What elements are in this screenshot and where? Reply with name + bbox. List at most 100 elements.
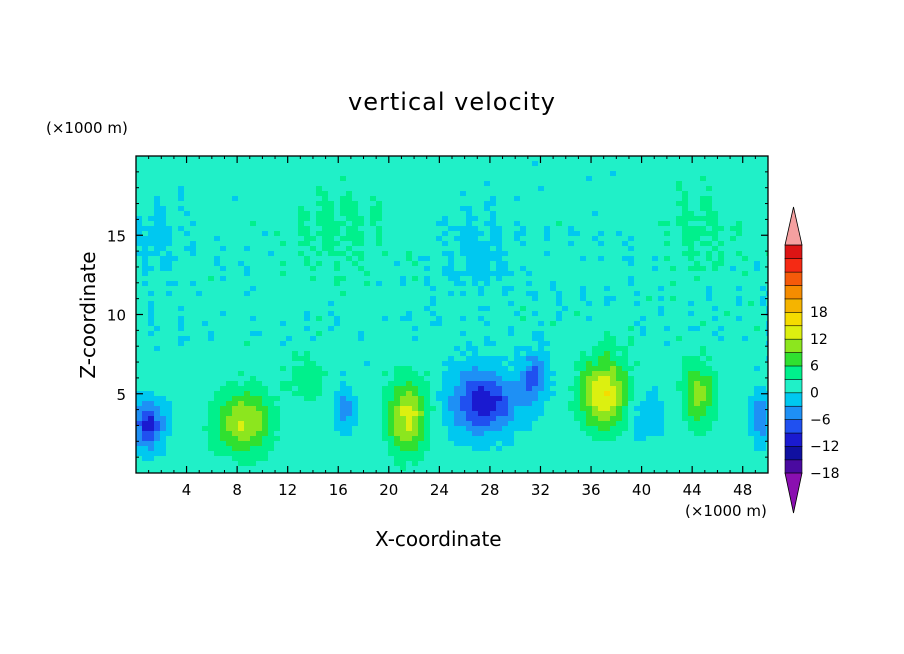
heatmap-cell: [412, 221, 419, 227]
heatmap-cell: [286, 221, 293, 227]
heatmap-cell: [262, 206, 269, 212]
heatmap-cell: [538, 296, 545, 302]
heatmap-cell: [406, 356, 413, 362]
heatmap-cell: [226, 316, 233, 322]
heatmap-cell: [610, 251, 617, 257]
heatmap-cell: [442, 316, 449, 322]
heatmap-cell: [208, 201, 215, 207]
heatmap-cell: [274, 321, 281, 327]
heatmap-cell: [424, 246, 431, 252]
heatmap-cell: [574, 161, 581, 167]
heatmap-cell: [352, 186, 359, 192]
heatmap-cell: [622, 231, 629, 237]
heatmap-cell: [352, 241, 359, 247]
heatmap-cell: [718, 316, 725, 322]
heatmap-cell: [184, 386, 191, 392]
heatmap-cell: [430, 236, 437, 242]
heatmap-cell: [178, 186, 185, 192]
heatmap-cell: [646, 231, 653, 237]
heatmap-cell: [376, 376, 383, 382]
heatmap-cell: [406, 161, 413, 167]
heatmap-cell: [514, 381, 521, 387]
heatmap-cell: [598, 296, 605, 302]
heatmap-cell: [472, 201, 479, 207]
heatmap-cell: [166, 371, 173, 377]
heatmap-cell: [388, 281, 395, 287]
heatmap-cell: [178, 341, 185, 347]
heatmap-cell: [586, 301, 593, 307]
heatmap-cell: [172, 371, 179, 377]
heatmap-cell: [520, 291, 527, 297]
heatmap-cell: [712, 201, 719, 207]
heatmap-cell: [364, 211, 371, 217]
heatmap-cell: [490, 311, 497, 317]
heatmap-cell: [676, 316, 683, 322]
heatmap-cell: [148, 266, 155, 272]
heatmap-cell: [580, 361, 587, 367]
heatmap-cell: [604, 381, 611, 387]
heatmap-cell: [646, 196, 653, 202]
heatmap-cell: [622, 201, 629, 207]
heatmap-cell: [532, 381, 539, 387]
heatmap-cell: [676, 356, 683, 362]
heatmap-cell: [184, 271, 191, 277]
heatmap-cell: [418, 171, 425, 177]
heatmap-cell: [244, 296, 251, 302]
heatmap-cell: [592, 191, 599, 197]
heatmap-cell: [718, 241, 725, 247]
heatmap-cell: [382, 301, 389, 307]
heatmap-cell: [742, 161, 749, 167]
heatmap-cell: [394, 176, 401, 182]
heatmap-cell: [496, 331, 503, 337]
heatmap-cell: [334, 266, 341, 272]
heatmap-cell: [490, 196, 497, 202]
heatmap-cell: [310, 356, 317, 362]
heatmap-cell: [190, 166, 197, 172]
heatmap-cell: [208, 361, 215, 367]
heatmap-cell: [640, 291, 647, 297]
heatmap-cell: [514, 271, 521, 277]
heatmap-cell: [358, 286, 365, 292]
heatmap-cell: [226, 231, 233, 237]
heatmap-cell: [328, 301, 335, 307]
heatmap-cell: [400, 256, 407, 262]
heatmap-cell: [718, 311, 725, 317]
heatmap-cell: [400, 306, 407, 312]
heatmap-cell: [742, 156, 749, 162]
heatmap-cell: [184, 216, 191, 222]
heatmap-cell: [148, 226, 155, 232]
heatmap-cell: [436, 166, 443, 172]
heatmap-cell: [604, 331, 611, 337]
heatmap-cell: [460, 241, 467, 247]
heatmap-cell: [286, 276, 293, 282]
heatmap-cell: [256, 336, 263, 342]
heatmap-cell: [196, 376, 203, 382]
heatmap-cell: [538, 356, 545, 362]
heatmap-cell: [214, 286, 221, 292]
heatmap-cell: [730, 306, 737, 312]
heatmap-cell: [310, 241, 317, 247]
heatmap-cell: [424, 351, 431, 357]
heatmap-cell: [364, 246, 371, 252]
heatmap-cell: [352, 181, 359, 187]
heatmap-cell: [232, 286, 239, 292]
heatmap-cell: [304, 336, 311, 342]
heatmap-cell: [148, 281, 155, 287]
heatmap-cell: [538, 221, 545, 227]
heatmap-cell: [730, 386, 737, 392]
heatmap-cell: [166, 236, 173, 242]
heatmap-cell: [274, 256, 281, 262]
heatmap-cell: [136, 286, 143, 292]
heatmap-cell: [544, 376, 551, 382]
heatmap-cell: [586, 161, 593, 167]
heatmap-cell: [664, 166, 671, 172]
heatmap-cell: [712, 166, 719, 172]
heatmap-cell: [430, 361, 437, 367]
heatmap-cell: [376, 156, 383, 162]
heatmap-cell: [478, 361, 485, 367]
heatmap-cell: [220, 361, 227, 367]
heatmap-cell: [502, 361, 509, 367]
heatmap-cell: [730, 361, 737, 367]
heatmap-cell: [604, 211, 611, 217]
heatmap-cell: [352, 266, 359, 272]
